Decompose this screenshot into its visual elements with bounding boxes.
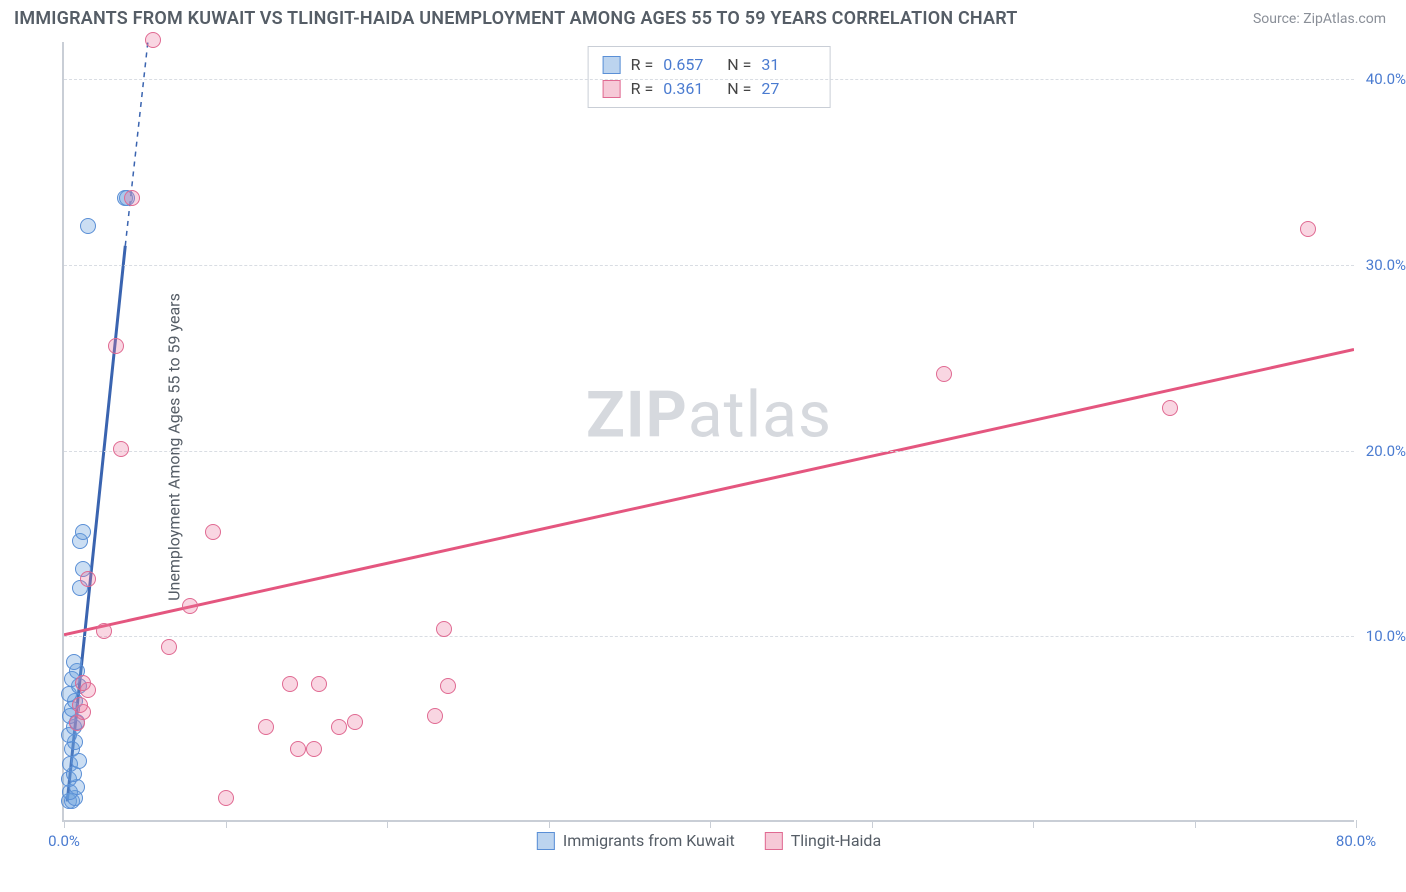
data-point: [182, 598, 198, 614]
x-tick-label: 0.0%: [48, 832, 80, 850]
data-point: [936, 366, 952, 382]
data-point: [80, 218, 96, 234]
data-point: [66, 654, 82, 670]
data-point: [427, 708, 443, 724]
data-point: [75, 524, 91, 540]
title-bar: IMMIGRANTS FROM KUWAIT VS TLINGIT-HAIDA …: [0, 0, 1406, 33]
gridline-h: [64, 636, 1354, 637]
data-point: [124, 190, 140, 206]
x-tick-mark: [710, 820, 711, 828]
y-tick-label: 40.0%: [1366, 70, 1406, 88]
legend-swatch: [603, 80, 621, 98]
data-point: [306, 741, 322, 757]
x-tick-mark: [387, 820, 388, 828]
legend-swatch: [603, 56, 621, 74]
stat-r-value: 0.361: [663, 77, 717, 101]
data-point: [80, 571, 96, 587]
legend-label: Immigrants from Kuwait: [563, 831, 735, 850]
data-point: [72, 697, 88, 713]
series-legend: Immigrants from Kuwait Tlingit-Haida: [537, 831, 881, 850]
stat-r-value: 0.657: [663, 53, 717, 77]
data-point: [145, 32, 161, 48]
y-tick-label: 30.0%: [1366, 256, 1406, 274]
data-point: [290, 741, 306, 757]
plot-area: ZIPatlas R =0.657N =31R =0.361N =27 Immi…: [62, 42, 1354, 822]
stat-n-label: N =: [727, 53, 751, 77]
data-point: [282, 676, 298, 692]
data-point: [1300, 221, 1316, 237]
data-point: [75, 675, 91, 691]
chart-title: IMMIGRANTS FROM KUWAIT VS TLINGIT-HAIDA …: [14, 8, 1018, 29]
watermark: ZIPatlas: [586, 378, 832, 453]
stats-row: R = 0.657 N = 31: [603, 53, 816, 77]
watermark-bold: ZIP: [586, 378, 688, 453]
y-tick-label: 20.0%: [1366, 442, 1406, 460]
stats-row: R = 0.361 N = 27: [603, 77, 816, 101]
x-tick-mark: [1033, 820, 1034, 828]
stat-n-value: 31: [761, 53, 815, 77]
data-point: [258, 719, 274, 735]
plot-wrap: Unemployment Among Ages 55 to 59 years Z…: [48, 42, 1388, 852]
stats-legend: R = 0.657 N = 31 R = 0.361 N = 27: [588, 46, 831, 108]
data-point: [1162, 400, 1178, 416]
trend-lines: [64, 42, 1354, 820]
data-point: [108, 338, 124, 354]
legend-swatch: [537, 832, 555, 850]
source-label: Source: ZipAtlas.com: [1253, 11, 1386, 27]
gridline-h: [64, 265, 1354, 266]
x-tick-mark: [64, 820, 65, 828]
legend-label: Tlingit-Haida: [791, 831, 881, 850]
x-tick-mark: [549, 820, 550, 828]
trend-line-extension: [125, 42, 148, 246]
data-point: [113, 441, 129, 457]
legend-item: Immigrants from Kuwait: [537, 831, 735, 850]
data-point: [331, 719, 347, 735]
stat-r-label: R =: [631, 77, 654, 101]
data-point: [440, 678, 456, 694]
legend-swatch: [765, 832, 783, 850]
gridline-h: [64, 451, 1354, 452]
stat-n-value: 27: [761, 77, 815, 101]
data-point: [96, 623, 112, 639]
data-point: [347, 714, 363, 730]
trend-line: [64, 349, 1354, 634]
watermark-light: atlas: [688, 378, 832, 453]
x-tick-mark: [226, 820, 227, 828]
x-tick-mark: [1356, 820, 1357, 828]
y-tick-label: 10.0%: [1366, 627, 1406, 645]
data-point: [218, 790, 234, 806]
stat-r-label: R =: [631, 53, 654, 77]
data-point: [205, 524, 221, 540]
data-point: [436, 621, 452, 637]
stat-n-label: N =: [727, 77, 751, 101]
legend-item: Tlingit-Haida: [765, 831, 881, 850]
data-point: [311, 676, 327, 692]
x-tick-mark: [872, 820, 873, 828]
x-tick-mark: [1195, 820, 1196, 828]
x-tick-label: 80.0%: [1336, 832, 1376, 850]
gridline-h: [64, 79, 1354, 80]
data-point: [161, 639, 177, 655]
